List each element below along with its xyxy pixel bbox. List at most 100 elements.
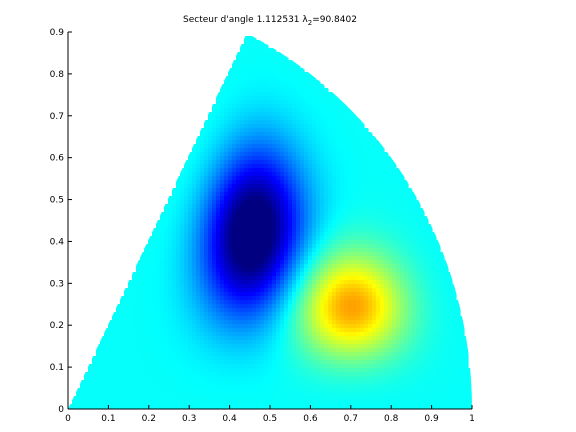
- heatmap-cell: [244, 300, 249, 305]
- heatmap-cell: [272, 76, 277, 81]
- heatmap-cell: [268, 188, 273, 193]
- heatmap-cell: [204, 288, 209, 293]
- heatmap-cell: [368, 352, 373, 357]
- heatmap-cell: [296, 344, 301, 349]
- heatmap-cell: [160, 324, 165, 329]
- heatmap-cell: [280, 320, 285, 325]
- heatmap-cell: [324, 240, 329, 245]
- heatmap-cell: [228, 324, 233, 329]
- heatmap-cell: [176, 276, 181, 281]
- heatmap-cell: [408, 268, 413, 273]
- heatmap-cell: [240, 164, 245, 169]
- heatmap-cell: [416, 240, 421, 245]
- heatmap-cell: [268, 296, 273, 301]
- heatmap-cell: [232, 76, 237, 81]
- heatmap-cell: [332, 164, 337, 169]
- heatmap-cell: [240, 200, 245, 205]
- heatmap-cell: [180, 308, 185, 313]
- heatmap-cell: [356, 232, 361, 237]
- heatmap-cell: [316, 84, 321, 89]
- heatmap-cell: [228, 96, 233, 101]
- heatmap-cell: [420, 340, 425, 345]
- heatmap-cell: [416, 268, 421, 273]
- heatmap-cell: [352, 128, 357, 133]
- heatmap-cell: [296, 168, 301, 173]
- heatmap-cell: [196, 180, 201, 185]
- heatmap-cell: [452, 328, 457, 333]
- heatmap-cell: [304, 272, 309, 277]
- heatmap-cell: [320, 104, 325, 109]
- heatmap-cell: [124, 336, 129, 341]
- heatmap-cell: [364, 180, 369, 185]
- heatmap-cell: [376, 328, 381, 333]
- heatmap-cell: [180, 312, 185, 317]
- heatmap-cell: [220, 356, 225, 361]
- heatmap-cell: [164, 244, 169, 249]
- heatmap-cell: [268, 236, 273, 241]
- heatmap-cell: [232, 292, 237, 297]
- heatmap-cell: [300, 296, 305, 301]
- heatmap-cell: [256, 68, 261, 73]
- heatmap-cell: [304, 176, 309, 181]
- heatmap-cell: [316, 148, 321, 153]
- heatmap-cell: [208, 252, 213, 257]
- heatmap-cell: [264, 184, 269, 189]
- heatmap-cell: [372, 136, 377, 141]
- heatmap-cell: [264, 204, 269, 209]
- heatmap-cell: [204, 344, 209, 349]
- heatmap-cell: [224, 156, 229, 161]
- heatmap-cell: [396, 168, 401, 173]
- heatmap-cell: [328, 148, 333, 153]
- heatmap-cell: [132, 324, 137, 329]
- heatmap-cell: [424, 308, 429, 313]
- heatmap-cell: [148, 280, 153, 285]
- heatmap-cell: [292, 292, 297, 297]
- heatmap-cell: [404, 256, 409, 261]
- heatmap-cell: [356, 304, 361, 309]
- heatmap-cell: [328, 232, 333, 237]
- heatmap-cell: [240, 168, 245, 173]
- heatmap-cell: [148, 352, 153, 357]
- heatmap-cell: [308, 316, 313, 321]
- heatmap-cell: [392, 188, 397, 193]
- heatmap-cell: [172, 276, 177, 281]
- heatmap-cell: [268, 76, 273, 81]
- heatmap-cell: [328, 180, 333, 185]
- heatmap-cell: [252, 276, 257, 281]
- heatmap-cell: [144, 340, 149, 345]
- heatmap-cell: [324, 304, 329, 309]
- heatmap-cell: [268, 208, 273, 213]
- heatmap-cell: [96, 356, 101, 361]
- heatmap-cell: [256, 308, 261, 313]
- heatmap-cell: [392, 236, 397, 241]
- heatmap-cell: [444, 276, 449, 281]
- heatmap-cell: [280, 340, 285, 345]
- heatmap-cell: [296, 92, 301, 97]
- heatmap-cell: [308, 156, 313, 161]
- heatmap-cell: [336, 324, 341, 329]
- heatmap-cell: [316, 96, 321, 101]
- heatmap-cell: [336, 236, 341, 241]
- heatmap-cell: [148, 340, 153, 345]
- heatmap-cell: [152, 276, 157, 281]
- heatmap-cell: [204, 272, 209, 277]
- heatmap-cell: [312, 100, 317, 105]
- heatmap-cell: [280, 124, 285, 129]
- heatmap-cell: [328, 324, 333, 329]
- heatmap-cell: [220, 92, 225, 97]
- heatmap-cell: [252, 348, 257, 353]
- heatmap-cell: [304, 200, 309, 205]
- heatmap-cell: [312, 272, 317, 277]
- heatmap-cell: [400, 264, 405, 269]
- heatmap-cell: [288, 328, 293, 333]
- heatmap-cell: [312, 108, 317, 113]
- heatmap-cell: [328, 212, 333, 217]
- heatmap-cell: [420, 280, 425, 285]
- heatmap-cell: [220, 164, 225, 169]
- heatmap-cell: [272, 252, 277, 257]
- heatmap-cell: [276, 236, 281, 241]
- heatmap-cell: [288, 236, 293, 241]
- heatmap-cell: [144, 280, 149, 285]
- heatmap-cell: [192, 320, 197, 325]
- heatmap-cell: [292, 64, 297, 69]
